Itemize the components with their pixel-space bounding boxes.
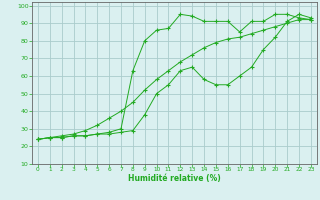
X-axis label: Humidité relative (%): Humidité relative (%) <box>128 174 221 183</box>
